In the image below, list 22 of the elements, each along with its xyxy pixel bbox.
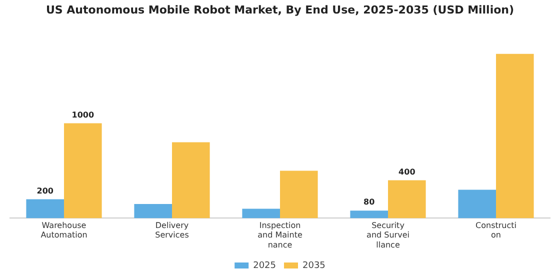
bar [26, 199, 64, 218]
bar [172, 142, 210, 218]
data-label: 1000 [72, 110, 94, 120]
bar [350, 210, 388, 218]
bar [458, 190, 496, 218]
bar [496, 54, 534, 218]
bar [280, 170, 318, 218]
x-tick-label: Delivery Services [155, 221, 189, 240]
x-tick-label: Constructi on [476, 221, 516, 240]
bar [388, 180, 426, 218]
data-label: 80 [364, 198, 376, 207]
legend-label: 2035 [302, 260, 326, 271]
bar [64, 123, 102, 218]
bar [134, 204, 172, 218]
data-label: 400 [398, 167, 416, 176]
legend-label: 2025 [253, 260, 276, 271]
x-tick-label: Warehouse Automation [40, 221, 88, 240]
x-tick-label: Inspection and Mainte nance [258, 221, 302, 250]
x-tick-label: Security and Survei llance [366, 221, 410, 250]
bar [242, 208, 280, 218]
chart-title: US Autonomous Mobile Robot Market, By End Use, 2025-2035 (USD Million) [46, 3, 514, 16]
data-label: 200 [36, 186, 54, 196]
